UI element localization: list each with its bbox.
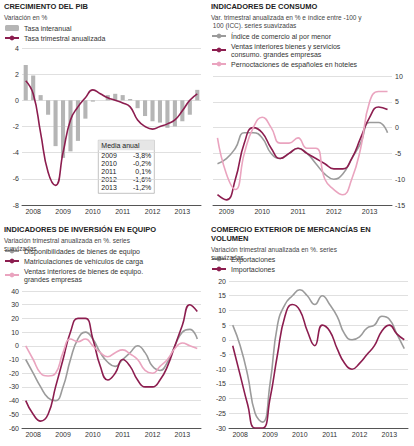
svg-text:0: 0: [395, 124, 399, 131]
svg-text:Exportaciones: Exportaciones: [231, 255, 276, 263]
svg-text:-20: -20: [216, 395, 226, 402]
svg-text:-15: -15: [395, 202, 405, 209]
svg-text:0: 0: [15, 97, 19, 104]
svg-text:Var. trimestral anualizada en: Var. trimestral anualizada en % e índice…: [211, 14, 362, 22]
svg-text:INDICADORES DE CONSUMO: INDICADORES DE CONSUMO: [211, 2, 317, 11]
svg-text:10: 10: [11, 329, 19, 336]
svg-text:2012: 2012: [326, 208, 342, 215]
svg-text:40: 40: [11, 288, 19, 295]
svg-text:2012: 2012: [352, 431, 368, 438]
svg-text:Tasa interanual: Tasa interanual: [24, 25, 72, 32]
svg-text:2010: 2010: [101, 160, 117, 167]
svg-text:Disponibilidades de bienes de: Disponibilidades de bienes de equipo: [24, 248, 140, 256]
svg-text:2013: 2013: [101, 184, 117, 191]
svg-text:20: 20: [218, 278, 226, 285]
svg-text:-10: -10: [395, 176, 405, 183]
svg-text:-6: -6: [13, 175, 19, 182]
svg-text:2008: 2008: [25, 431, 41, 438]
svg-text:Importaciones: Importaciones: [231, 266, 275, 274]
svg-text:-40: -40: [9, 397, 19, 404]
svg-text:-10: -10: [9, 356, 19, 363]
svg-text:0: 0: [222, 336, 226, 343]
svg-text:Pernoctaciones de españoles en: Pernoctaciones de españoles en hoteles: [231, 61, 358, 69]
svg-text:-8: -8: [13, 202, 19, 209]
svg-text:grandes empresas: grandes empresas: [24, 276, 82, 284]
svg-text:30: 30: [11, 301, 19, 308]
svg-text:-5: -5: [220, 351, 226, 358]
svg-text:Media anual: Media anual: [101, 142, 140, 149]
svg-text:-30: -30: [9, 383, 19, 390]
svg-text:10: 10: [218, 307, 226, 314]
svg-text:2012: 2012: [145, 431, 161, 438]
svg-text:2013: 2013: [382, 431, 398, 438]
svg-text:2009: 2009: [55, 431, 71, 438]
svg-text:2011: 2011: [115, 431, 130, 438]
svg-text:2010: 2010: [85, 208, 101, 215]
svg-text:Variación trimestral anualizad: Variación trimestral anualizada en %. se…: [211, 246, 339, 253]
svg-text:2009: 2009: [101, 151, 117, 159]
svg-text:Matriculaciones de vehículos d: Matriculaciones de vehículos de carga: [24, 258, 143, 266]
svg-text:2009: 2009: [262, 431, 278, 438]
svg-text:2012: 2012: [145, 208, 161, 215]
svg-text:15: 15: [218, 292, 226, 299]
svg-text:-5: -5: [395, 150, 401, 157]
svg-text:2008: 2008: [232, 431, 248, 438]
svg-text:2: 2: [15, 71, 19, 78]
svg-text:-25: -25: [216, 410, 226, 417]
svg-text:2009: 2009: [219, 208, 235, 215]
svg-text:20: 20: [11, 315, 19, 322]
svg-text:Ventas interiores bienes y ser: Ventas interiores bienes y servicios: [231, 43, 342, 51]
svg-text:2010: 2010: [254, 208, 270, 215]
svg-text:2013: 2013: [175, 431, 191, 438]
svg-text:-4: -4: [13, 149, 19, 156]
svg-text:-15: -15: [216, 380, 226, 387]
svg-text:2008: 2008: [25, 208, 41, 215]
svg-text:Variación trimestral anualizad: Variación trimestral anualizada en %. se…: [4, 237, 132, 244]
svg-text:5: 5: [222, 322, 226, 329]
svg-text:4: 4: [15, 45, 19, 52]
svg-text:VOLUMEN: VOLUMEN: [211, 234, 249, 243]
svg-text:2013: 2013: [362, 208, 378, 215]
svg-text:-10: -10: [216, 366, 226, 373]
svg-text:Ventas interiores de bienes de: Ventas interiores de bienes de equipo.: [24, 268, 145, 276]
svg-text:suavizadas: suavizadas: [211, 254, 244, 261]
svg-text:consumo. grandes empresas: consumo. grandes empresas: [231, 51, 322, 59]
svg-text:-2: -2: [13, 123, 19, 130]
svg-text:-0,2%: -0,2%: [133, 160, 151, 167]
svg-text:COMERCIO EXTERIOR DE MERCANCÍA: COMERCIO EXTERIOR DE MERCANCÍAS EN: [211, 225, 373, 234]
svg-text:-1,2%: -1,2%: [133, 184, 151, 191]
svg-text:2011: 2011: [290, 208, 305, 215]
svg-text:-1,6%: -1,6%: [133, 175, 152, 183]
svg-text:suavizadas: suavizadas: [4, 245, 37, 252]
svg-text:-20: -20: [9, 370, 19, 377]
svg-text:-50: -50: [9, 411, 19, 418]
svg-text:2011: 2011: [322, 431, 337, 438]
svg-text:100 (ICC). series suavizadas: 100 (ICC). series suavizadas: [211, 22, 297, 30]
svg-text:10: 10: [395, 73, 403, 80]
svg-text:-60: -60: [9, 425, 19, 432]
svg-text:2013: 2013: [175, 208, 191, 215]
svg-text:2011: 2011: [101, 168, 116, 175]
svg-text:2010: 2010: [292, 431, 308, 438]
svg-text:2009: 2009: [55, 208, 71, 215]
svg-text:Índice de comercio al por meno: Índice de comercio al por menor: [231, 32, 332, 41]
svg-text:-30: -30: [216, 425, 226, 432]
svg-text:Variación en %: Variación en %: [4, 14, 47, 21]
svg-text:2010: 2010: [85, 431, 101, 438]
svg-text:2012: 2012: [101, 175, 117, 183]
svg-text:2011: 2011: [115, 208, 130, 215]
svg-text:5: 5: [395, 98, 399, 105]
svg-text:0: 0: [15, 342, 19, 349]
svg-text:-3,8%: -3,8%: [133, 151, 152, 159]
svg-text:Tasa trimestral anualizada: Tasa trimestral anualizada: [24, 35, 105, 42]
svg-text:INDICADORES DE INVERSIÓN EN EQ: INDICADORES DE INVERSIÓN EN EQUIPO: [4, 225, 156, 234]
svg-text:0,1%: 0,1%: [135, 168, 151, 175]
svg-text:CRECIMIENTO DEL PIB: CRECIMIENTO DEL PIB: [4, 2, 88, 11]
